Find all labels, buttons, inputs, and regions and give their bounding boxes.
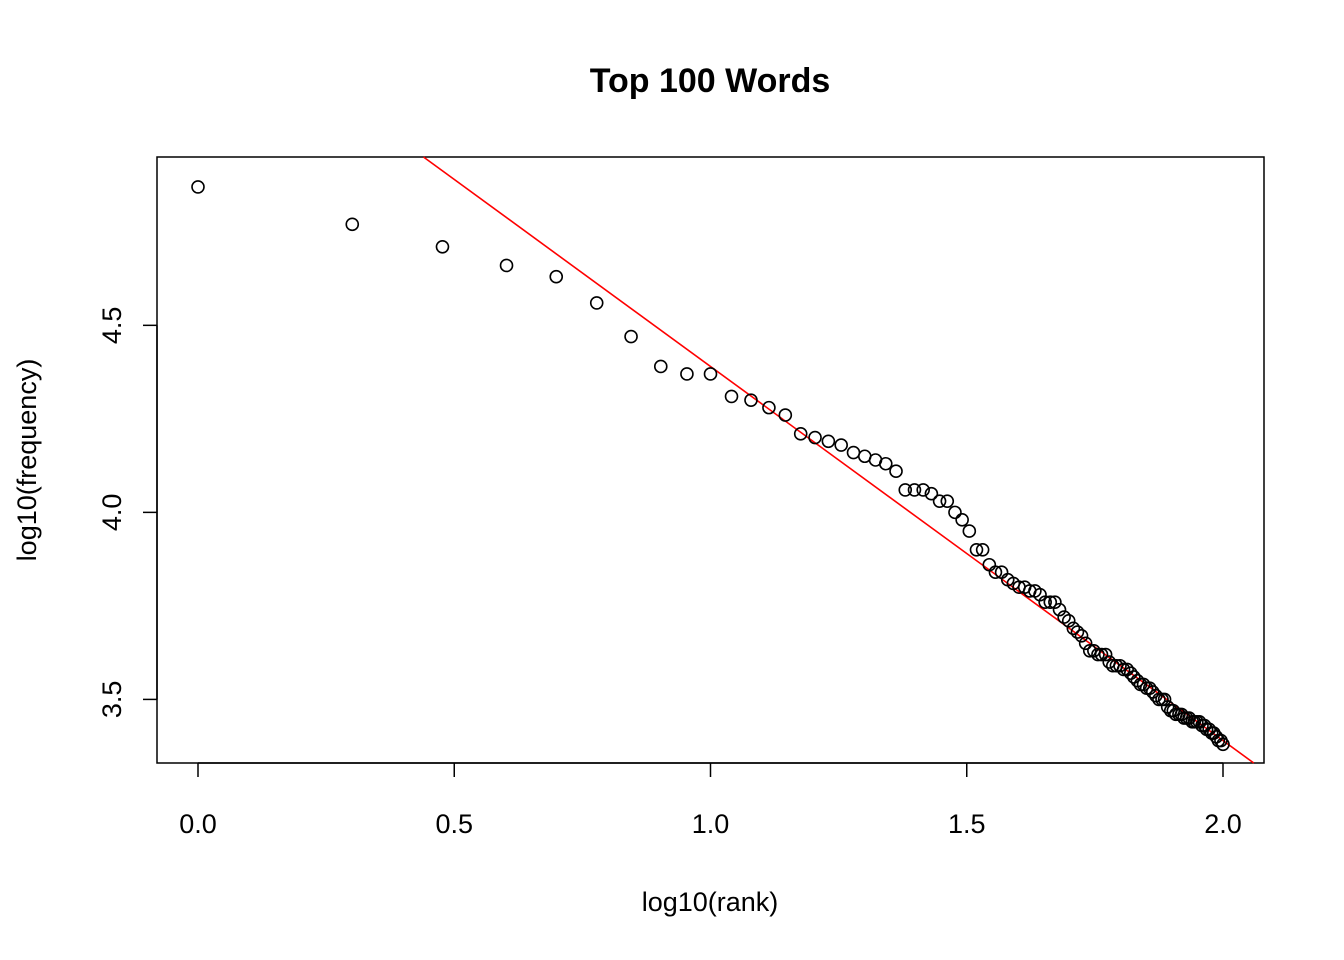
data-point xyxy=(703,367,718,381)
data-point xyxy=(1057,610,1071,624)
data-point xyxy=(808,430,822,445)
data-point xyxy=(191,180,205,194)
plot-frame xyxy=(156,156,1265,764)
data-points xyxy=(191,180,1230,752)
data-point xyxy=(1087,643,1101,658)
data-point xyxy=(916,483,930,497)
data-point xyxy=(846,445,861,460)
data-point xyxy=(1202,722,1216,737)
data-point xyxy=(499,258,514,273)
data-point xyxy=(1070,625,1085,639)
data-point xyxy=(924,486,939,501)
y-axis-label: log10(frequency) xyxy=(12,359,42,562)
data-point xyxy=(1098,647,1113,662)
data-point xyxy=(744,393,758,407)
data-point xyxy=(1206,726,1221,740)
data-point xyxy=(975,542,990,557)
data-point xyxy=(435,239,450,254)
data-point xyxy=(1113,658,1127,673)
x-axis: 0.0 0.5 1.0 1.5 2.0 xyxy=(179,762,1242,839)
data-point xyxy=(940,494,955,508)
x-tick-label: 1.5 xyxy=(948,809,986,839)
data-point xyxy=(680,367,694,381)
x-tick-label: 2.0 xyxy=(1204,809,1242,839)
data-point xyxy=(1157,692,1172,707)
x-axis-label: log10(rank) xyxy=(642,887,779,917)
x-tick-label: 1.0 xyxy=(692,809,730,839)
data-point xyxy=(1052,602,1067,617)
data-point xyxy=(589,296,604,310)
data-point xyxy=(793,427,808,441)
data-point xyxy=(778,408,793,422)
y-tick-label: 3.5 xyxy=(97,681,127,719)
data-point xyxy=(1127,670,1141,684)
data-point xyxy=(1066,621,1081,636)
data-point xyxy=(549,269,564,284)
data-point xyxy=(1082,643,1097,658)
data-point xyxy=(948,505,962,520)
data-point xyxy=(982,557,997,572)
data-point xyxy=(962,524,977,538)
data-point xyxy=(834,438,848,452)
x-tick-label: 0.0 xyxy=(179,809,217,839)
y-tick-label: 4.5 xyxy=(97,307,127,345)
data-point xyxy=(724,389,739,404)
x-tick-label: 0.5 xyxy=(435,809,473,839)
data-point xyxy=(1078,636,1093,651)
data-point xyxy=(624,329,638,344)
y-tick-label: 4.0 xyxy=(97,494,127,532)
data-point xyxy=(1216,737,1230,752)
data-point xyxy=(898,483,913,497)
data-point xyxy=(762,400,776,415)
data-point xyxy=(1043,595,1058,609)
y-axis: 3.5 4.0 4.5 xyxy=(97,307,158,719)
data-point xyxy=(821,434,836,449)
data-point xyxy=(1123,666,1138,681)
chart-title: Top 100 Words xyxy=(590,62,831,100)
data-point xyxy=(653,359,668,374)
data-point xyxy=(889,464,903,479)
data-point xyxy=(907,483,922,497)
data-point xyxy=(969,542,984,557)
data-point xyxy=(1091,647,1105,662)
data-point xyxy=(345,217,360,232)
data-point xyxy=(988,565,1003,580)
data-point xyxy=(878,456,893,471)
data-point xyxy=(1094,647,1109,662)
data-point xyxy=(1120,662,1134,677)
data-point xyxy=(1074,629,1089,643)
data-point xyxy=(1048,595,1062,609)
data-point xyxy=(1061,614,1076,628)
data-point xyxy=(1116,662,1131,677)
data-point xyxy=(932,494,947,508)
data-point xyxy=(1038,595,1052,609)
data-point xyxy=(955,513,969,527)
